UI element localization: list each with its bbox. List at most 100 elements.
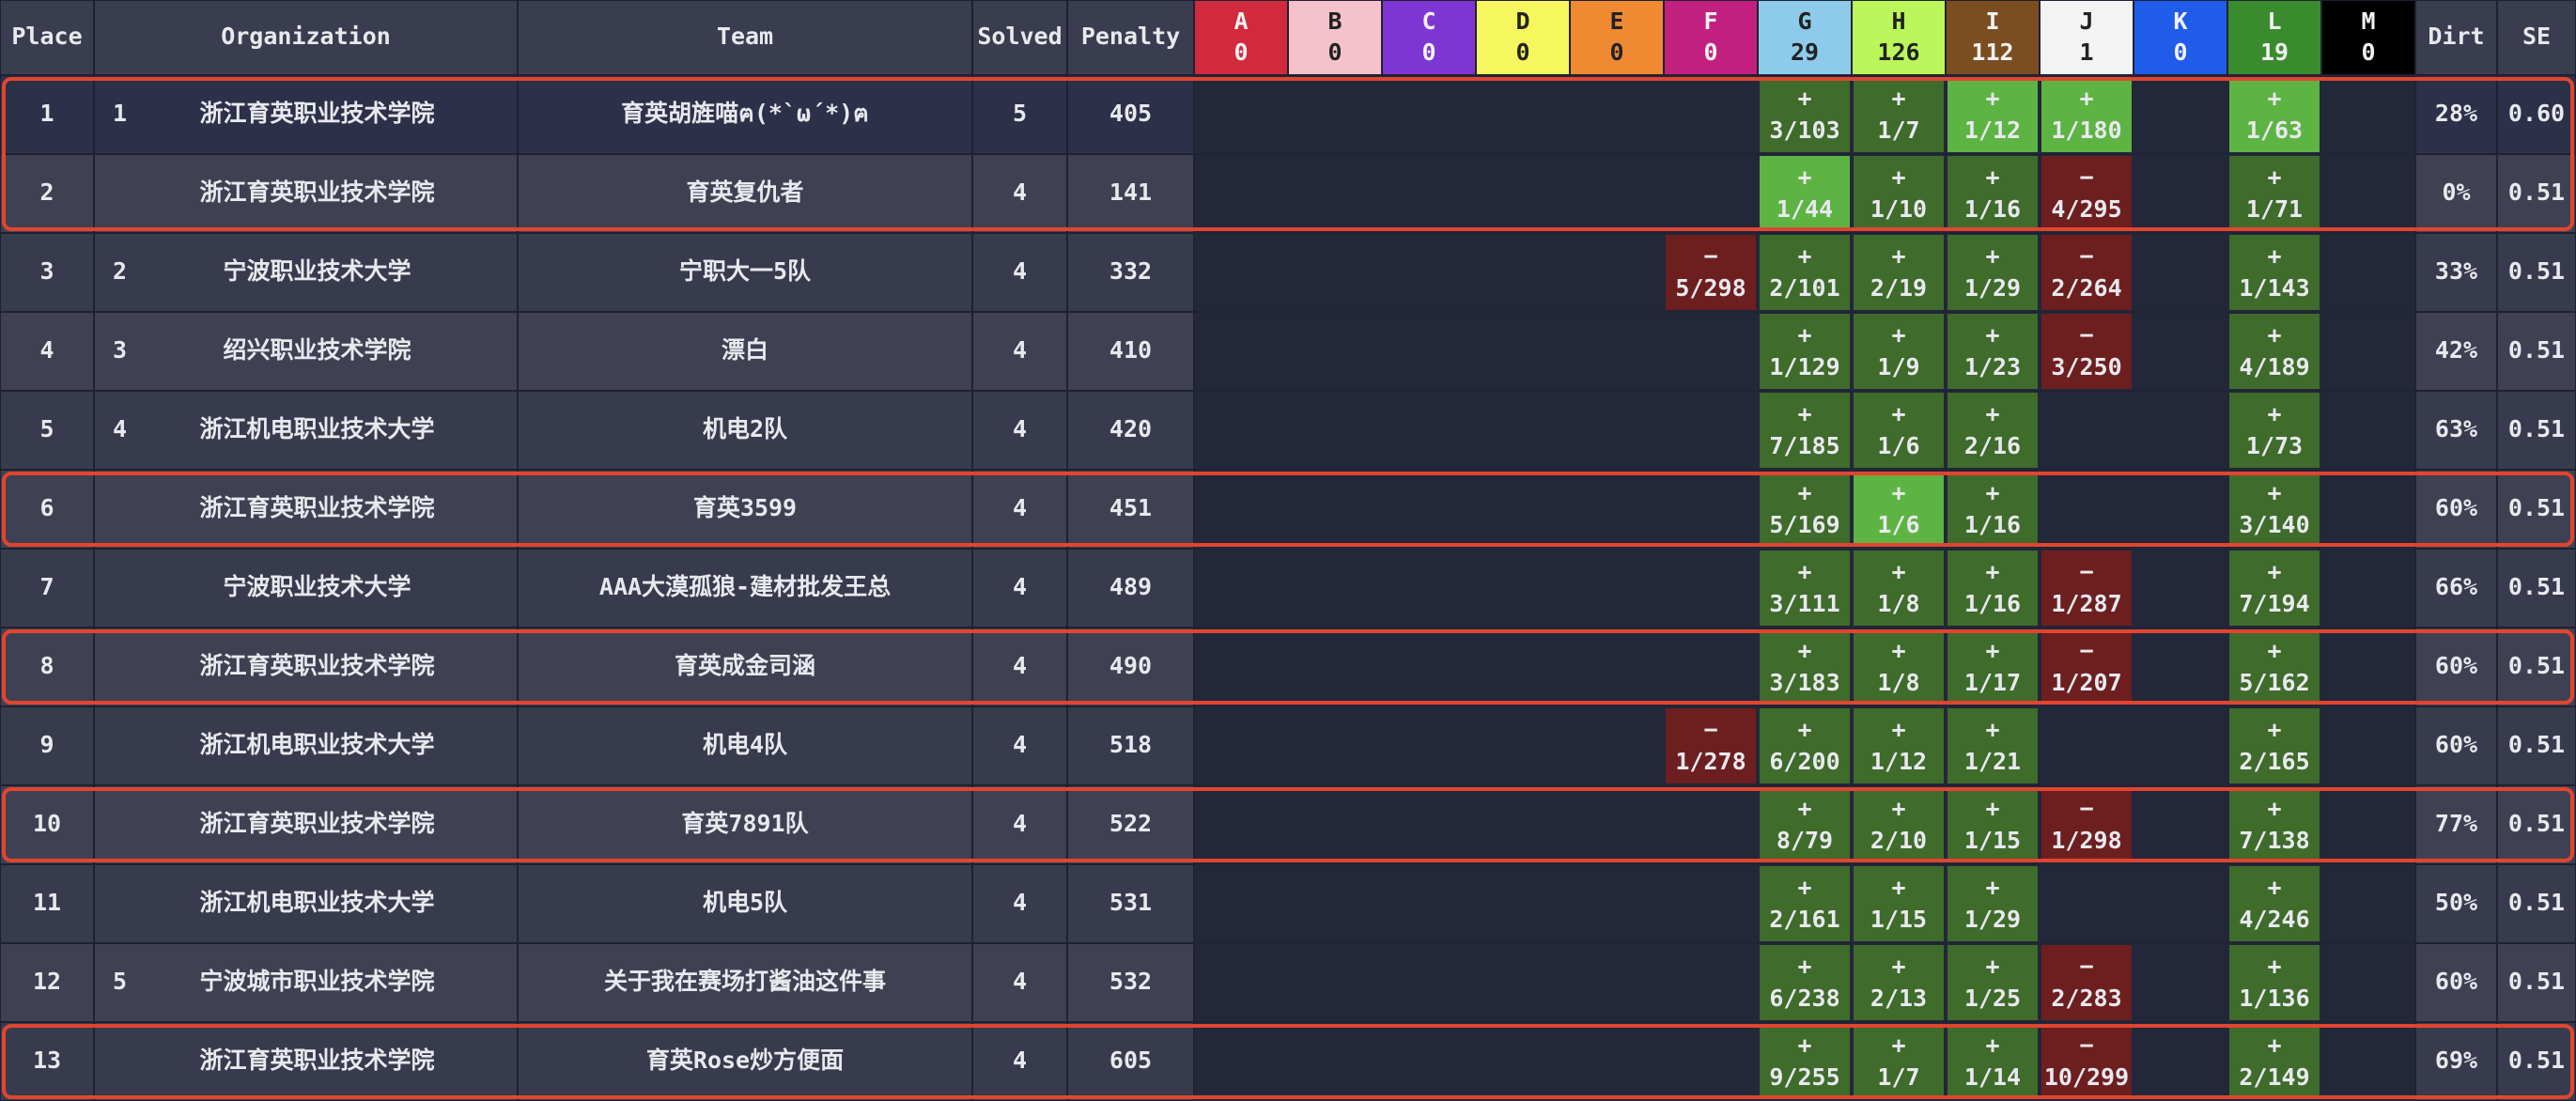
result-attempts: 5/298 xyxy=(1675,274,1746,302)
result-attempts: 1/278 xyxy=(1675,748,1746,775)
se: 0.51 xyxy=(2508,178,2565,206)
row-cell xyxy=(2496,153,2576,234)
organization: 宁波城市职业技术学院 xyxy=(199,968,434,995)
highlight-box xyxy=(2,472,2574,547)
problem-cell xyxy=(1948,866,2038,941)
result-attempts: 1/25 xyxy=(1964,985,2021,1012)
problem-cell xyxy=(1854,472,1944,547)
problem-cell xyxy=(1760,314,1850,389)
result-attempts: 1/21 xyxy=(1964,748,2021,775)
column-header: SE xyxy=(2522,23,2551,50)
team: 育英3599 xyxy=(693,494,797,521)
row-cell xyxy=(93,627,519,707)
problem-letter: D xyxy=(1515,8,1529,35)
dirt: 60% xyxy=(2435,968,2477,995)
organization: 浙江育英职业技术学院 xyxy=(199,494,434,521)
result-sign: + xyxy=(1891,400,1905,427)
problem-cell xyxy=(2229,393,2320,468)
problem-solved-count: 0 xyxy=(1609,39,1623,66)
problem-cell xyxy=(2041,629,2132,705)
solved: 4 xyxy=(1013,1047,1027,1074)
result-sign: + xyxy=(1797,716,1811,743)
result-sign: − xyxy=(1703,716,1717,743)
place: 1 xyxy=(39,100,54,127)
result-sign: + xyxy=(2079,85,2093,112)
dirt: 0% xyxy=(2442,178,2470,206)
problem-cell xyxy=(2229,156,2320,231)
result-attempts: 4/246 xyxy=(2239,906,2309,933)
result-sign: + xyxy=(2267,400,2281,427)
problem-cell xyxy=(2229,314,2320,389)
row-cell xyxy=(517,784,973,865)
row-cell xyxy=(517,390,973,471)
problem-letter: G xyxy=(1797,8,1811,35)
problem-cell xyxy=(1854,235,1944,310)
row-cell xyxy=(2496,548,2576,628)
problem-cell xyxy=(2229,550,2320,626)
problem-solved-count: 126 xyxy=(1877,39,1919,66)
row-cell xyxy=(2496,390,2576,471)
row-cell xyxy=(2496,863,2576,944)
problem-header xyxy=(1757,0,1853,76)
result-attempts: 7/138 xyxy=(2239,827,2309,854)
problem-letter: E xyxy=(1609,8,1623,35)
result-sign: + xyxy=(1797,479,1811,506)
result-attempts: 4/295 xyxy=(2051,195,2121,223)
problem-header xyxy=(1663,0,1759,76)
team: 机电2队 xyxy=(703,415,788,442)
organization: 浙江机电职业技术大学 xyxy=(199,889,434,916)
row-cell xyxy=(971,311,1068,392)
result-sign: + xyxy=(1891,321,1905,349)
problem-cell xyxy=(1760,77,1850,152)
result-sign: + xyxy=(1985,400,1999,427)
problem-cell xyxy=(2041,156,2132,231)
solved: 4 xyxy=(1013,889,1027,916)
result-sign: − xyxy=(2079,637,2093,664)
place: 7 xyxy=(39,573,54,600)
row-cell xyxy=(93,311,519,392)
result-sign: + xyxy=(1797,400,1811,427)
result-attempts: 7/194 xyxy=(2239,590,2309,617)
result-attempts: 2/101 xyxy=(1769,274,1839,302)
highlight-box xyxy=(2,629,2574,705)
row-cell xyxy=(1066,627,1195,707)
row-cell xyxy=(2414,74,2498,155)
problem-cell xyxy=(2229,235,2320,310)
row-cell xyxy=(971,627,1068,707)
team: 漂白 xyxy=(722,336,768,364)
result-sign: + xyxy=(1985,479,1999,506)
result-sign: + xyxy=(1985,716,1999,743)
result-attempts: 1/71 xyxy=(2246,195,2303,223)
dirt: 50% xyxy=(2435,889,2477,916)
row-cell xyxy=(2496,706,2576,786)
problem-cell xyxy=(2041,787,2132,862)
organization: 浙江育英职业技术学院 xyxy=(199,1047,434,1074)
row-cell xyxy=(971,706,1068,786)
dirt: 42% xyxy=(2435,336,2477,364)
problem-letter: I xyxy=(1985,8,1999,35)
row-cell xyxy=(971,1021,1068,1101)
result-sign: + xyxy=(1797,321,1811,349)
problem-cell xyxy=(2041,945,2132,1020)
solved: 4 xyxy=(1013,573,1027,600)
problem-cell xyxy=(1948,787,2038,862)
problem-solved-count: 0 xyxy=(1421,39,1435,66)
row-cell xyxy=(2496,942,2576,1023)
solved: 4 xyxy=(1013,968,1027,995)
problem-cell xyxy=(1854,550,1944,626)
organization: 浙江机电职业技术大学 xyxy=(199,731,434,758)
problem-letter: F xyxy=(1703,8,1717,35)
row-cell xyxy=(2496,1021,2576,1101)
result-attempts: 1/6 xyxy=(1877,432,1919,459)
result-sign: + xyxy=(1985,953,1999,980)
problem-cell xyxy=(1854,77,1944,152)
result-sign: + xyxy=(1891,85,1905,112)
problem-solved-count: 0 xyxy=(1234,39,1248,66)
row-cell xyxy=(971,548,1068,628)
result-sign: + xyxy=(2267,321,2281,349)
problem-cell xyxy=(2229,708,2320,783)
result-attempts: 1/12 xyxy=(1870,748,1927,775)
problem-cell xyxy=(1948,945,2038,1020)
